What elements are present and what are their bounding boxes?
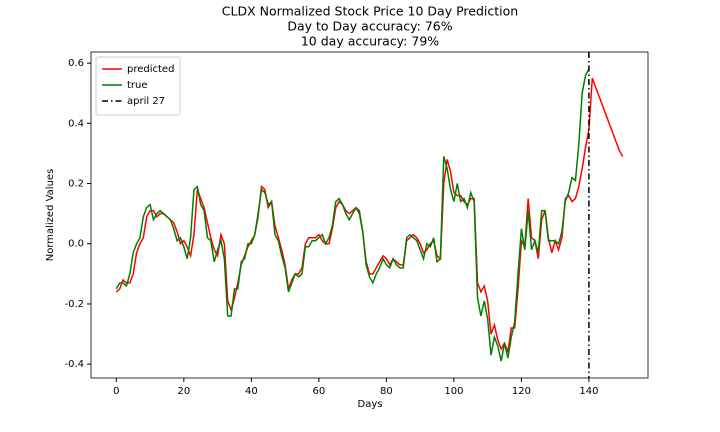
plot-frame	[90, 51, 649, 379]
x-tick-label: 60	[312, 386, 325, 397]
legend-label: predicted	[127, 64, 174, 75]
legend-label: true	[127, 80, 148, 91]
y-tick-label: 0.0	[68, 239, 84, 250]
x-tick-label: 40	[245, 386, 258, 397]
y-tick-label: 0.4	[68, 118, 84, 129]
chart-subtitle: Day to Day accuracy: 76%	[287, 19, 452, 34]
x-tick-label: 80	[380, 386, 393, 397]
chart-title: CLDX Normalized Stock Price 10 Day Predi…	[222, 4, 518, 19]
x-tick-label: 100	[444, 386, 463, 397]
chart-subtitle: 10 day accuracy: 79%	[301, 34, 439, 49]
y-tick-label: 0.2	[68, 179, 84, 190]
line-series	[115, 77, 624, 353]
y-axis-label: Normalized Values	[45, 169, 56, 262]
x-tick-label: 0	[113, 386, 119, 397]
y-tick-label: -0.2	[64, 299, 84, 310]
x-tick-label: 120	[512, 386, 531, 397]
x-tick-label: 140	[579, 386, 598, 397]
legend-label: april 27	[127, 96, 165, 107]
y-tick-label: -0.4	[64, 359, 84, 370]
x-tick-label: 20	[177, 386, 190, 397]
y-tick-label: 0.6	[68, 58, 84, 69]
line-series	[115, 68, 590, 362]
x-axis-label: Days	[358, 399, 383, 410]
